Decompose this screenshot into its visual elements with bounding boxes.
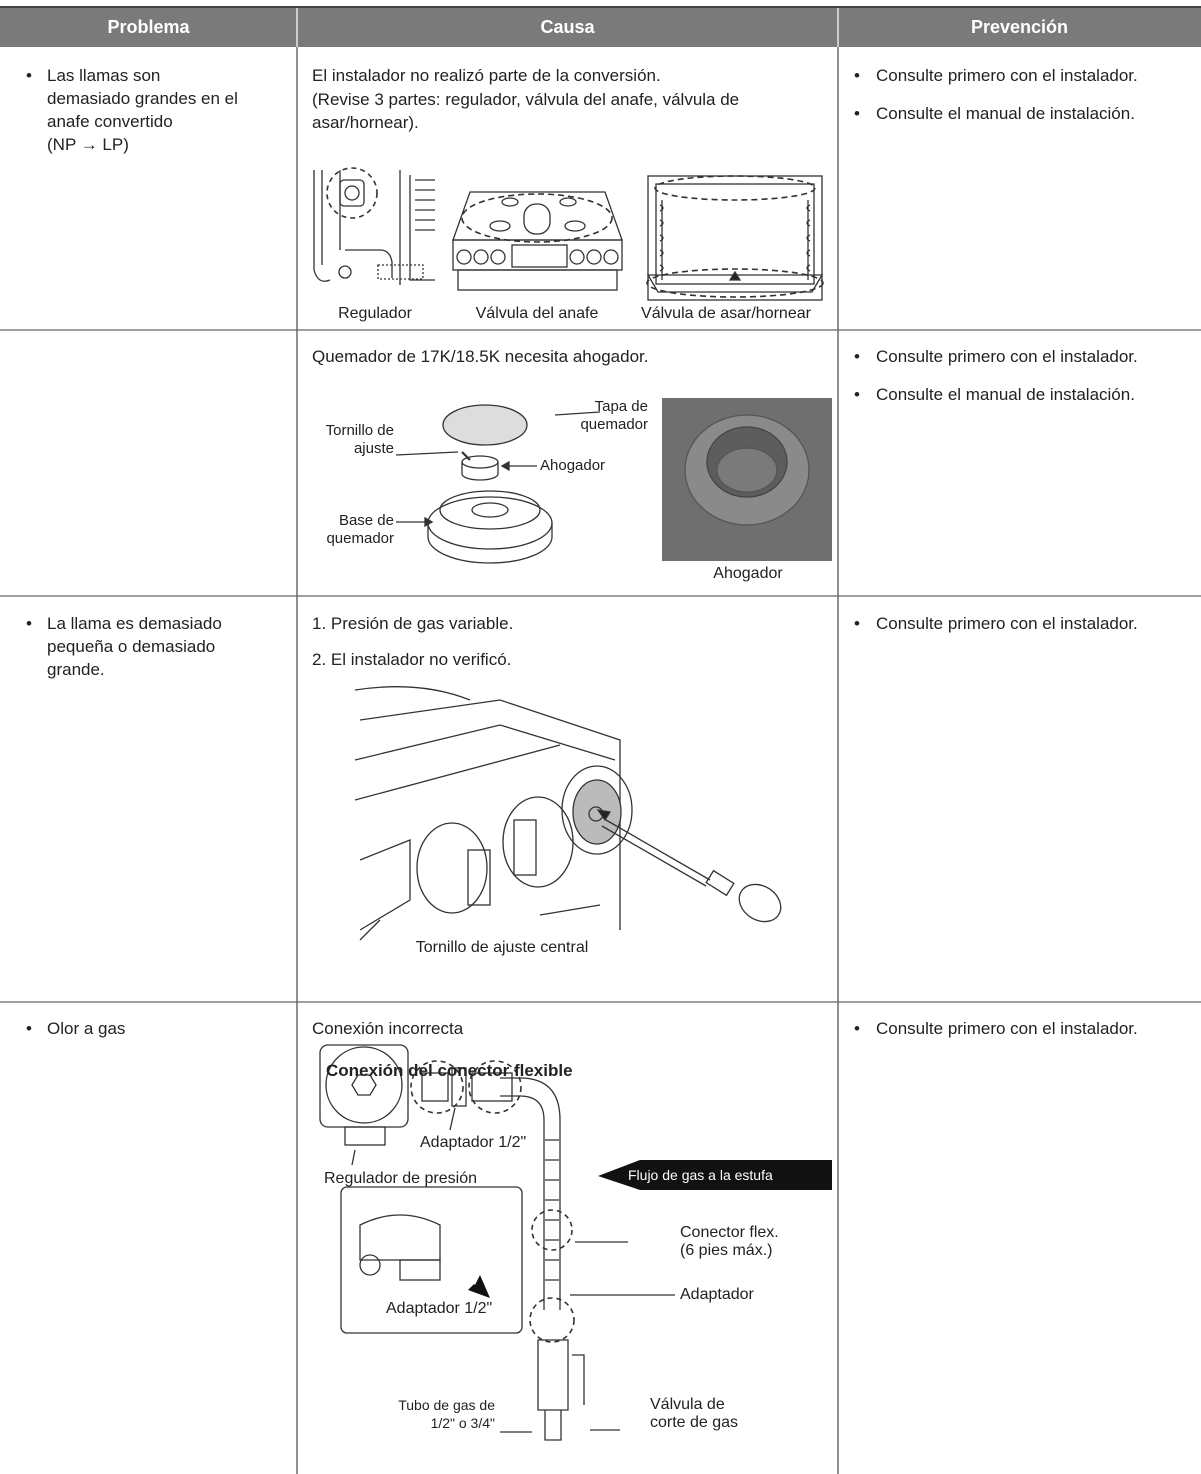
problem-text: grande.	[47, 660, 105, 679]
cause-text: 2. El instalador no verificó.	[312, 650, 512, 669]
bullet: •	[26, 66, 32, 85]
header-cell: Causa	[540, 17, 595, 37]
figure-label: Tubo de gas de 1/2" o 3/4"	[398, 1397, 495, 1431]
bullet: •	[854, 104, 860, 123]
figure-label: Adaptador	[680, 1286, 754, 1303]
figure-caption: Ahogador	[713, 565, 783, 582]
flow-arrow-label: Flujo de gas a la estufa	[628, 1167, 773, 1183]
problem-text: La llama es demasiado	[47, 614, 222, 633]
header-cell: Prevención	[970, 17, 1069, 37]
bullet: •	[854, 385, 860, 404]
bullet: •	[26, 614, 32, 633]
figure-caption: Válvula de asar/hornear	[641, 305, 811, 322]
figure-caption: Tornillo de ajuste central	[415, 939, 589, 956]
figure-label: Base de quemador	[326, 512, 394, 547]
figure-label: Conector flex. (6 pies máx.)	[680, 1224, 779, 1259]
figure-label: Adaptador 1/2"	[386, 1300, 493, 1317]
cause-text: El instalador no realizó parte de la con…	[312, 66, 661, 85]
problem-text: Olor a gas	[47, 1019, 126, 1038]
bullet: •	[854, 614, 860, 633]
header-cell: Problema	[107, 17, 190, 37]
prevention-text: Consulte primero con el instalador.	[876, 614, 1138, 633]
prevention-text: Consulte primero con el instalador.	[876, 347, 1138, 366]
prevention-text: Consulte el manual de instalación.	[876, 104, 1135, 123]
figure-caption: Regulador	[338, 305, 412, 322]
prevention-text: Consulte el manual de instalación.	[876, 385, 1135, 404]
figure-label: Adaptador 1/2"	[420, 1134, 527, 1151]
figure-label: Ahogador	[540, 457, 606, 474]
bullet: •	[26, 1019, 32, 1038]
cause-text: 1. Presión de gas variable.	[312, 614, 514, 633]
problem-text: pequeña o demasiado	[47, 637, 216, 656]
cause-text: Conexión incorrecta	[312, 1019, 464, 1038]
prevention-text: Consulte primero con el instalador.	[876, 66, 1138, 85]
prevention-text: Consulte primero con el instalador.	[876, 1019, 1138, 1038]
bullet: •	[854, 1019, 860, 1038]
figure-label: Tornillo de ajuste	[325, 422, 394, 457]
problem-text: anafe convertido	[47, 112, 173, 131]
figure-caption: Válvula del anafe	[475, 305, 599, 322]
cause-text: (Revise 3 partes: regulador, válvula del…	[312, 90, 740, 132]
figure-label: Tapa de quemador	[580, 398, 648, 433]
problem-text: demasiado grandes en el	[47, 89, 238, 108]
cause-text: Quemador de 17K/18.5K necesita ahogador.	[312, 347, 649, 366]
bullet: •	[854, 347, 860, 366]
figure-label: Válvula de corte de gas	[650, 1396, 739, 1431]
problem-text: Las llamas son	[47, 66, 161, 85]
bullet: •	[854, 66, 860, 85]
figure-title: Conexión del conector flexible	[326, 1061, 573, 1080]
problem-text: (NP → LP)	[47, 135, 129, 154]
figure-label: Regulador de presión	[324, 1170, 477, 1187]
